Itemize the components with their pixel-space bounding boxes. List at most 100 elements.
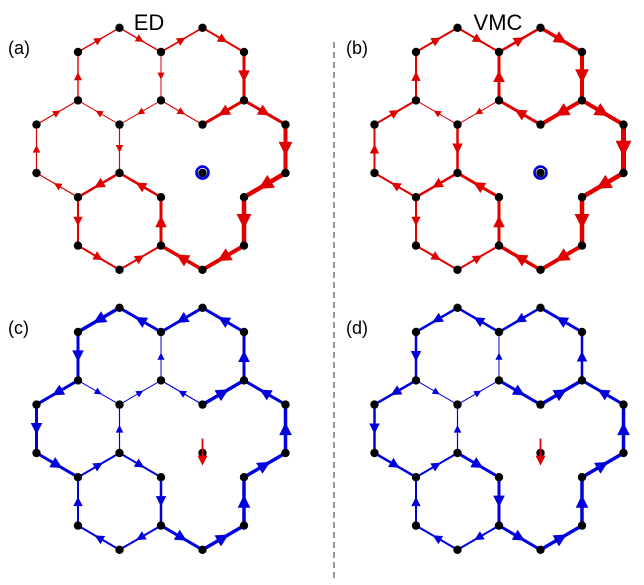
current-arrowhead: [552, 534, 567, 547]
lattice-site: [370, 448, 379, 458]
column-title-vmc: VMC: [474, 10, 523, 35]
current-arrowhead: [279, 422, 292, 436]
lattice-site: [281, 448, 290, 458]
current-arrowhead: [575, 69, 589, 84]
current-arrowhead: [155, 215, 167, 228]
lattice-site: [453, 545, 462, 554]
current-arrowhead: [94, 535, 106, 545]
current-arrowhead: [176, 311, 190, 323]
current-arrowhead: [259, 389, 273, 401]
lattice-site: [370, 400, 379, 409]
current-arrowhead: [514, 109, 528, 121]
lattice-site: [577, 521, 587, 530]
lattice-site: [536, 265, 545, 274]
current-arrowhead: [157, 352, 165, 360]
lattice-site: [494, 473, 504, 482]
lattice-site: [536, 303, 545, 312]
lattice-site: [453, 120, 462, 129]
current-arrowhead: [175, 37, 186, 46]
lattice-site: [411, 521, 421, 530]
panel-label-b: (b): [346, 38, 368, 58]
lattice-site: [156, 376, 166, 385]
current-arrowhead: [514, 254, 529, 267]
current-arrowhead: [73, 216, 83, 227]
lattice-site: [115, 400, 124, 409]
panel-c: (c): [8, 303, 292, 554]
lattice-site: [536, 23, 545, 32]
lattice-site: [156, 47, 166, 57]
current-arrowhead: [555, 103, 571, 116]
current-arrowhead: [214, 389, 229, 402]
current-arrowhead: [134, 34, 144, 42]
current-arrowhead: [178, 390, 187, 398]
current-arrowhead: [388, 110, 400, 119]
current-arrowhead: [597, 389, 611, 401]
lattice-site: [239, 47, 249, 57]
current-arrowhead: [493, 495, 505, 508]
current-arrowhead: [32, 144, 41, 153]
lattice-site: [453, 448, 462, 458]
lattice-site: [115, 303, 124, 312]
lattice-site: [32, 168, 41, 178]
lattice-site: [494, 47, 504, 57]
lattice-site: [115, 168, 124, 178]
lattice-site: [411, 376, 421, 385]
current-arrowhead: [575, 495, 589, 508]
lattice-site: [73, 473, 83, 482]
current-arrowhead: [556, 316, 570, 328]
lattice-site: [281, 400, 290, 409]
lattice-site: [536, 545, 545, 554]
current-arrowhead: [72, 350, 84, 362]
lattice-site: [619, 120, 628, 129]
current-arrowhead: [390, 385, 403, 396]
current-arrowhead: [52, 110, 61, 118]
current-arrowhead: [470, 457, 484, 469]
current-arrowhead: [92, 462, 103, 472]
lattice-site: [73, 193, 83, 202]
lattice-site: [577, 96, 587, 105]
current-arrowhead: [217, 248, 233, 262]
current-arrowhead: [552, 389, 567, 402]
lattice-site: [32, 120, 41, 129]
current-arrowhead: [495, 352, 503, 360]
current-arrowhead: [135, 182, 148, 193]
panel-a: (a): [8, 23, 293, 274]
current-arrowhead: [176, 107, 186, 115]
lattice-site: [619, 448, 628, 458]
lattice-site: [239, 241, 249, 250]
current-arrowhead: [93, 311, 108, 324]
current-arrowhead: [471, 33, 483, 43]
current-arrowhead: [473, 182, 487, 194]
lattice-site: [239, 193, 249, 202]
lattice-site: [198, 120, 207, 129]
lattice-site: [411, 47, 421, 57]
current-arrowhead: [411, 71, 421, 81]
panel-b: (b): [346, 23, 632, 274]
lattice-site: [239, 96, 249, 105]
current-arrowhead: [432, 312, 444, 323]
current-arrowhead: [176, 254, 191, 267]
current-arrowhead: [49, 457, 63, 469]
panel-d: (d): [346, 303, 630, 554]
current-arrowhead: [218, 104, 232, 116]
lattice-site: [536, 120, 545, 129]
panel-label-d: (d): [346, 318, 368, 338]
current-arrowhead: [430, 251, 441, 261]
lattice-site: [370, 168, 379, 178]
current-arrowhead: [473, 390, 482, 398]
current-arrowhead: [452, 143, 463, 155]
current-arrowhead: [53, 183, 63, 191]
panel-label-c: (c): [8, 318, 29, 338]
current-arrowhead: [474, 531, 485, 541]
lattice-site: [198, 265, 207, 274]
lattice-site: [494, 96, 504, 105]
lattice-site: [453, 303, 462, 312]
panel-label-a: (a): [8, 38, 30, 58]
lattice-site: [411, 193, 421, 202]
lattice-site: [281, 168, 290, 178]
column-title-ed: ED: [134, 10, 165, 35]
flux-ring-marker: [533, 165, 548, 180]
current-arrowhead: [574, 213, 590, 229]
lattice-site: [453, 400, 462, 409]
